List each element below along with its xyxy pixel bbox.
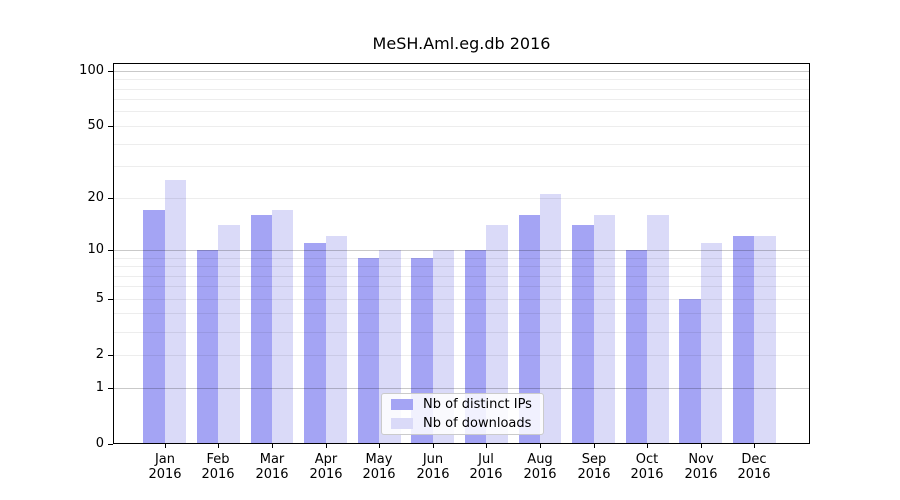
gridline-y-20 <box>113 198 810 199</box>
plot-border <box>113 63 810 444</box>
bar-nb-of-downloads-oct-2016 <box>647 214 669 444</box>
x-tick-nov <box>701 444 702 448</box>
x-tick-label-oct-2016: Oct 2016 <box>630 452 664 482</box>
bar-nb-of-downloads-jul-2016 <box>486 224 508 444</box>
gridline-y-50 <box>113 126 810 127</box>
gridline-y-6 <box>113 286 810 287</box>
x-tick-may <box>379 444 380 448</box>
gridline-y-5 <box>113 299 810 300</box>
gridline-y-7 <box>113 276 810 277</box>
x-tick-label-feb-2016: Feb 2016 <box>201 452 235 482</box>
bar-nb-of-distinct-ips-oct-2016 <box>625 249 648 444</box>
bar-nb-of-distinct-ips-mar-2016 <box>250 214 272 444</box>
gridline-y-1 <box>113 388 810 389</box>
gridline-y-8 <box>113 266 810 267</box>
x-tick-jun <box>433 444 434 448</box>
x-tick-mar <box>272 444 273 448</box>
legend-label-nb-of-distinct-ips: Nb of distinct IPs <box>423 397 532 412</box>
legend-swatch-nb-of-downloads <box>391 418 413 429</box>
x-tick-label-nov-2016: Nov 2016 <box>684 452 718 482</box>
gridline-y-2 <box>113 355 810 356</box>
bar-nb-of-downloads-mar-2016 <box>272 210 294 444</box>
x-tick-label-may-2016: May 2016 <box>362 452 396 482</box>
x-tick-dec <box>754 444 755 448</box>
bar-nb-of-distinct-ips-aug-2016 <box>518 214 540 444</box>
y-tick-2 <box>108 355 113 356</box>
y-tick-label-0: 0 <box>95 436 104 451</box>
y-tick-10 <box>108 250 113 251</box>
x-tick-feb <box>218 444 219 448</box>
bar-nb-of-downloads-nov-2016 <box>700 242 723 444</box>
legend-swatch-nb-of-distinct-ips <box>391 399 413 410</box>
x-tick-jan <box>165 444 166 448</box>
chart-title: MeSH.Aml.eg.db 2016 <box>372 34 551 53</box>
bar-nb-of-distinct-ips-feb-2016 <box>197 249 219 444</box>
bar-nb-of-distinct-ips-jan-2016 <box>143 210 165 444</box>
x-tick-jul <box>486 444 487 448</box>
legend-item-nb-of-downloads: Nb of downloads <box>382 414 543 433</box>
gridline-y-3 <box>113 332 810 333</box>
legend-item-nb-of-distinct-ips: Nb of distinct IPs <box>382 395 543 414</box>
gridline-y-10 <box>113 250 810 251</box>
y-tick-label-5: 5 <box>95 291 104 306</box>
bar-nb-of-distinct-ips-nov-2016 <box>679 298 701 444</box>
gridline-y-9 <box>113 258 810 259</box>
y-tick-label-2: 2 <box>95 347 104 362</box>
y-tick-label-100: 100 <box>79 63 104 78</box>
gridline-y-100 <box>113 71 810 72</box>
gridline-y-40 <box>113 144 810 145</box>
x-tick-apr <box>326 444 327 448</box>
bar-nb-of-distinct-ips-dec-2016 <box>733 236 755 444</box>
x-tick-label-jan-2016: Jan 2016 <box>148 452 182 482</box>
gridline-y-4 <box>113 313 810 314</box>
x-tick-label-dec-2016: Dec 2016 <box>737 452 771 482</box>
y-tick-label-1: 1 <box>95 380 104 395</box>
bar-nb-of-distinct-ips-may-2016 <box>357 257 380 444</box>
bar-nb-of-downloads-aug-2016 <box>540 193 562 444</box>
y-tick-label-50: 50 <box>87 118 104 133</box>
x-tick-label-sep-2016: Sep 2016 <box>577 452 611 482</box>
x-tick-label-mar-2016: Mar 2016 <box>255 452 289 482</box>
gridline-y-90 <box>113 79 810 80</box>
x-tick-oct <box>647 444 648 448</box>
y-tick-label-10: 10 <box>87 242 104 257</box>
bar-nb-of-downloads-feb-2016 <box>218 224 240 444</box>
bar-nb-of-downloads-sep-2016 <box>593 214 615 444</box>
y-tick-100 <box>108 71 113 72</box>
y-tick-20 <box>108 198 113 199</box>
x-tick-sep <box>594 444 595 448</box>
x-tick-aug <box>540 444 541 448</box>
legend-label-nb-of-downloads: Nb of downloads <box>423 416 532 431</box>
bar-nb-of-downloads-jan-2016 <box>164 180 187 444</box>
bar-nb-of-downloads-apr-2016 <box>325 236 347 444</box>
bar-nb-of-distinct-ips-apr-2016 <box>304 242 326 444</box>
bar-nb-of-downloads-dec-2016 <box>754 236 776 444</box>
legend: Nb of distinct IPs Nb of downloads <box>381 393 544 435</box>
y-tick-50 <box>108 126 113 127</box>
x-tick-label-jun-2016: Jun 2016 <box>416 452 450 482</box>
gridline-y-80 <box>113 89 810 90</box>
gridline-y-30 <box>113 166 810 167</box>
gridline-y-60 <box>113 111 810 112</box>
x-tick-label-apr-2016: Apr 2016 <box>309 452 343 482</box>
y-tick-label-20: 20 <box>87 190 104 205</box>
y-tick-0 <box>108 444 113 445</box>
y-tick-1 <box>108 388 113 389</box>
y-tick-5 <box>108 299 113 300</box>
x-tick-label-aug-2016: Aug 2016 <box>523 452 557 482</box>
gridline-y-70 <box>113 99 810 100</box>
x-tick-label-jul-2016: Jul 2016 <box>469 452 503 482</box>
bar-nb-of-distinct-ips-sep-2016 <box>572 224 594 444</box>
